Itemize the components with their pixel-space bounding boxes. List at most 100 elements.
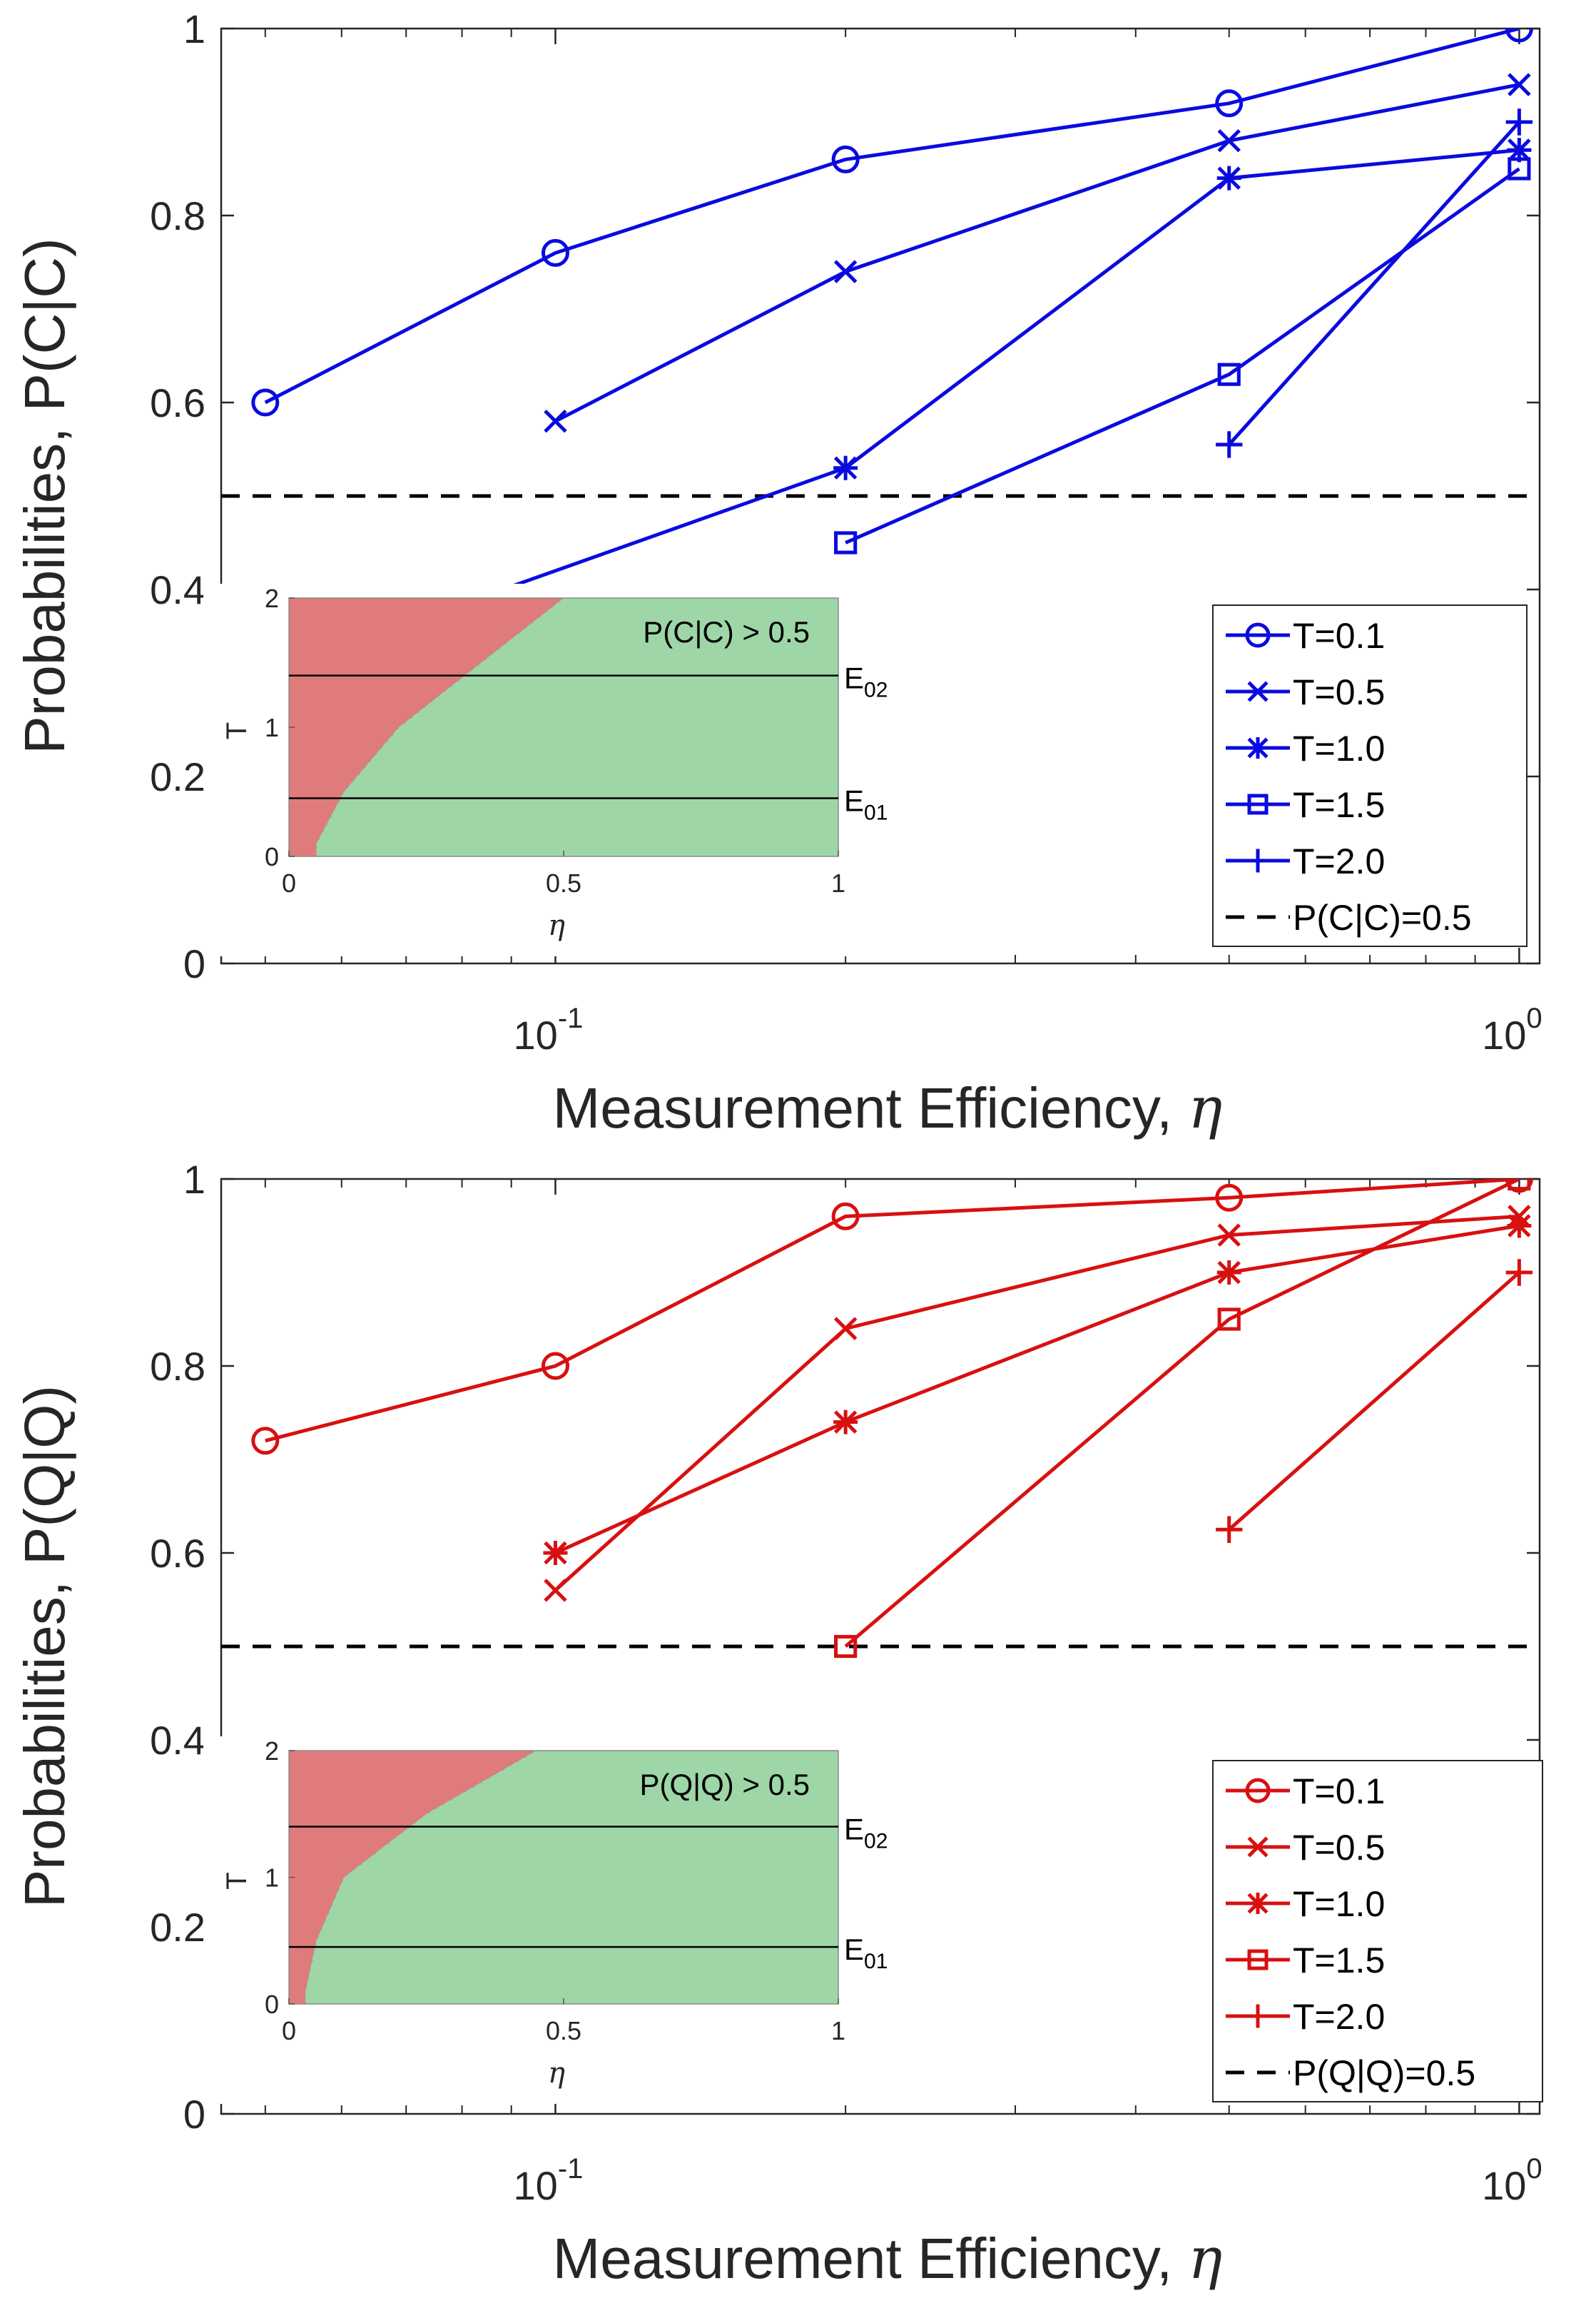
top-series-T=0.5 — [544, 73, 1531, 433]
y-tick-label: 0.6 — [150, 1531, 205, 1576]
data-point — [833, 260, 858, 283]
legend-marker — [1246, 849, 1270, 873]
data-point — [834, 531, 858, 555]
series-line — [554, 1224, 1520, 1555]
legend-label: T=0.1 — [1293, 616, 1385, 656]
y-tick-label: 0.6 — [150, 380, 205, 425]
data-point — [1508, 1179, 1531, 1191]
series-line — [264, 29, 1520, 405]
series-line — [264, 148, 1520, 676]
data-point — [834, 1634, 858, 1659]
legend-item: T=1.5 — [1226, 1940, 1385, 1980]
inset-title: P(Q|Q) > 0.5 — [640, 1768, 810, 1801]
legend-item: T=2.0 — [1226, 1997, 1385, 2037]
legend-item: T=0.1 — [1226, 616, 1385, 656]
legend-label: T=2.0 — [1293, 841, 1385, 881]
data-point — [831, 1202, 860, 1230]
y-tick-label: 0 — [183, 941, 205, 986]
data-point — [833, 455, 858, 480]
bottom-series-T=1.5 — [834, 1179, 1531, 1659]
bottom-y-axis: 0 0.2 0.4 0.6 0.8 1 — [150, 1157, 1540, 2137]
top-x-axis: 10-1 100 — [264, 29, 1542, 1058]
legend-marker — [1247, 794, 1269, 815]
legend-item: T=0.1 — [1226, 1771, 1385, 1811]
data-point — [1216, 431, 1243, 458]
legend-label: T=0.5 — [1293, 672, 1385, 712]
y-tick-label: 0.2 — [150, 754, 205, 799]
data-point — [1508, 73, 1531, 96]
legend-marker — [1247, 1949, 1269, 1970]
inset-energy-label: E02 — [844, 1813, 888, 1853]
data-point — [541, 1352, 569, 1380]
inset-region-below — [289, 1751, 537, 2004]
y-tick-label: 1 — [183, 6, 205, 51]
inset-x-tick-label: 0.5 — [546, 869, 581, 898]
x-tick-label: 10-1 — [514, 1003, 584, 1058]
top-legend: T=0.1 T=0.5 T=1.0 T=1.5 T=2.0 P(C|C)=0.5 — [1212, 604, 1528, 947]
inset-energy-label: E01 — [844, 1933, 888, 1973]
legend-label: T=2.0 — [1293, 1997, 1385, 2037]
series-line — [554, 83, 1520, 423]
top-series-T=2.0 — [1216, 108, 1533, 458]
series-line — [1227, 121, 1521, 446]
top-y-axis: 0 0.2 0.4 0.6 0.8 1 — [150, 6, 1540, 986]
inset-x-label: η — [548, 2057, 565, 2090]
series-line — [265, 1179, 1520, 1443]
data-point — [1216, 166, 1241, 191]
data-point — [1217, 363, 1241, 386]
bottom-legend: T=0.1 T=0.5 T=1.0 T=1.5 T=2.0 P(Q|Q)=0.5 — [1212, 1760, 1543, 2102]
series-line — [554, 1214, 1520, 1592]
legend-marker — [1247, 737, 1269, 759]
y-tick-label: 0.4 — [150, 1718, 205, 1763]
legend-label: T=0.5 — [1293, 1828, 1385, 1868]
inset-y-tick-label: 1 — [265, 1863, 279, 1893]
inset-y-label: T — [221, 1872, 253, 1889]
bottom-x-axis-label: Measurement Efficiency, η — [553, 2225, 1223, 2292]
series-line — [1228, 1271, 1521, 1532]
legend-marker — [1245, 1778, 1271, 1803]
data-point — [1507, 1213, 1532, 1238]
data-point — [1505, 1259, 1533, 1286]
inset-x-tick-label: 0 — [282, 2016, 296, 2045]
inset-y-tick-label: 2 — [265, 1736, 279, 1766]
legend-label: T=0.1 — [1293, 1771, 1385, 1811]
legend-label: P(Q|Q)=0.5 — [1293, 2053, 1475, 2093]
inset-y-tick-label: 1 — [265, 713, 279, 742]
inset-x-tick-label: 0.5 — [546, 2016, 581, 2045]
legend-marker — [1245, 622, 1271, 648]
legend-item: P(Q|Q)=0.5 — [1226, 2053, 1475, 2093]
y-tick-label: 0.2 — [150, 1905, 205, 1950]
legend-item: T=0.5 — [1226, 672, 1385, 712]
data-point — [251, 388, 280, 417]
data-point — [251, 1427, 280, 1455]
data-point — [1508, 157, 1531, 181]
inset-x-tick-label: 1 — [831, 869, 845, 898]
legend-label: T=1.0 — [1293, 729, 1385, 769]
data-point — [1505, 108, 1533, 136]
data-point — [541, 238, 569, 267]
top-inset: E01 E02 0 0.5 1 0 1 2 η T P(C|C) > 0.5 — [203, 584, 888, 956]
data-point — [1217, 1307, 1241, 1331]
inset-y-tick-label: 2 — [265, 584, 279, 613]
legend-marker — [1247, 1893, 1269, 1914]
data-point — [544, 409, 567, 433]
top-series-T=1.5 — [834, 157, 1531, 555]
bottom-series-T=0.5 — [544, 1205, 1531, 1602]
data-point — [833, 1409, 858, 1434]
legend-item: T=1.0 — [1226, 1884, 1385, 1924]
inset-y-tick-label: 0 — [265, 1990, 279, 2019]
inset-y-tick-label: 0 — [265, 842, 279, 871]
data-point — [1507, 138, 1532, 163]
bottom-y-axis-label: Probabilities, P(Q|Q) — [13, 1385, 76, 1908]
legend-marker — [1246, 2004, 1270, 2028]
legend-box — [1212, 1760, 1543, 2102]
legend-label: P(C|C)=0.5 — [1293, 898, 1472, 938]
y-tick-label: 0 — [183, 2092, 205, 2137]
data-point — [1217, 128, 1241, 153]
series-line — [845, 167, 1520, 545]
y-tick-label: 0.4 — [150, 567, 205, 612]
top-plot-area — [251, 29, 1533, 686]
